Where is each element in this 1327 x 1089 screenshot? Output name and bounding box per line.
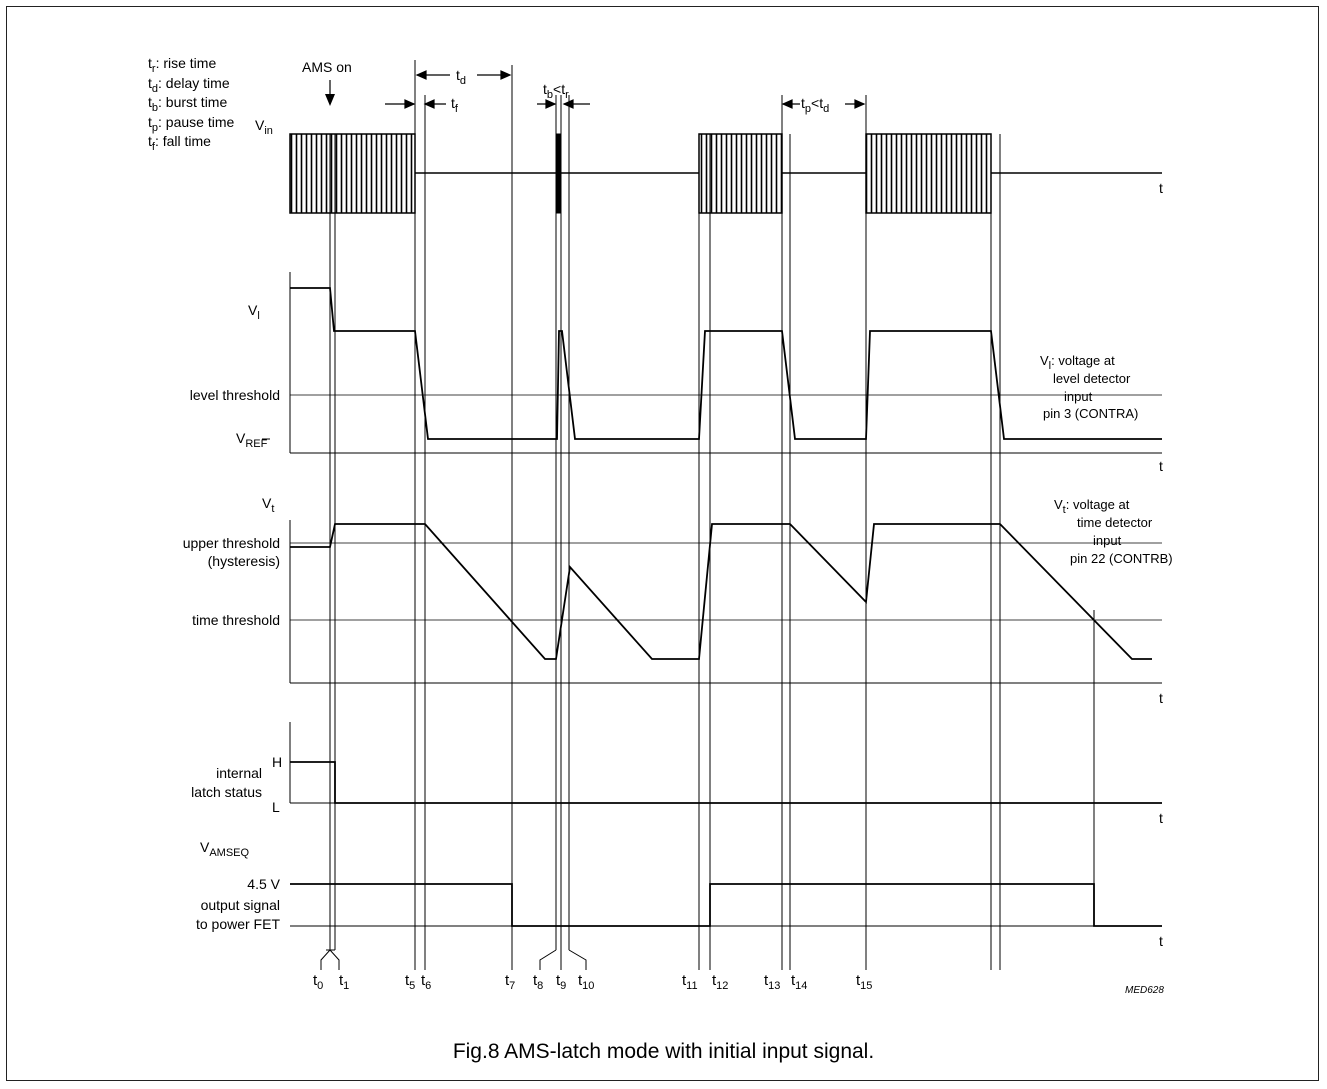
latch-label-1: internal xyxy=(216,765,262,781)
t6-label: t6 xyxy=(421,972,431,992)
amseq-label-2: to power FET xyxy=(196,916,280,932)
burst-3 xyxy=(698,133,783,214)
amseq-label-1: output signal xyxy=(201,897,280,913)
figure-code: MED628 xyxy=(1125,985,1164,996)
tf-label: tf xyxy=(451,95,459,115)
t5-label: t5 xyxy=(405,972,415,992)
tp-lt-td-label: tp<td xyxy=(801,95,829,115)
vt-trace: t Vt upper threshold (hysteresis) time t… xyxy=(183,495,1173,706)
amseq-label: VAMSEQ xyxy=(200,839,250,859)
vref-label: VREF xyxy=(236,430,268,450)
t9-label: t9 xyxy=(556,972,566,992)
t1-label: t1 xyxy=(339,972,349,992)
t10-label: t10 xyxy=(578,972,594,992)
vl-label: Vl xyxy=(248,302,260,322)
legend-burst: tb: burst time xyxy=(148,94,227,114)
latch-t-axis: t xyxy=(1159,810,1163,826)
t12-label: t12 xyxy=(712,972,728,992)
burst-1 xyxy=(289,133,416,214)
arrow-down-icon xyxy=(325,94,335,106)
t11-label: t11 xyxy=(682,972,698,992)
tb-lt-tr-label: tb<tr xyxy=(543,81,569,101)
ams-on-annotation: AMS on xyxy=(302,59,352,106)
t14-label: t14 xyxy=(791,972,807,992)
vt-note-4: pin 22 (CONTRB) xyxy=(1070,551,1173,566)
time-threshold-label: time threshold xyxy=(192,612,280,628)
latch-trace: t H L internal latch status xyxy=(191,722,1163,826)
vl-trace: t Vl level threshold VREF Vl: voltage at… xyxy=(190,272,1163,474)
time-labels: t0 t1 t5 t6 t7 t8 t9 t10 t11 t12 t13 t14… xyxy=(313,972,872,992)
upper-threshold-label: upper threshold xyxy=(183,535,280,551)
legend-rise: tr: rise time xyxy=(148,55,216,75)
amseq-t-axis: t xyxy=(1159,933,1163,949)
latch-l: L xyxy=(272,799,280,815)
vl-note-1: Vl: voltage at xyxy=(1040,353,1115,372)
figure-caption: Fig.8 AMS-latch mode with initial input … xyxy=(452,1040,875,1063)
vt-note-3: input xyxy=(1093,533,1122,548)
burst-2 xyxy=(555,133,562,214)
t8-label: t8 xyxy=(533,972,543,992)
tick-brackets xyxy=(320,949,587,970)
latch-label-2: latch status xyxy=(191,784,262,800)
vin-label: Vin xyxy=(255,117,273,137)
amseq-level: 4.5 V xyxy=(247,876,280,892)
vl-note-2: level detector xyxy=(1053,371,1131,386)
time-annotations xyxy=(385,70,866,109)
ams-on-label: AMS on xyxy=(302,59,352,75)
level-threshold-label: level threshold xyxy=(190,387,280,403)
vin-t-axis: t xyxy=(1159,180,1163,196)
legend: tr: rise time td: delay time tb: burst t… xyxy=(148,55,234,153)
vl-note-3: input xyxy=(1064,389,1093,404)
time-guide-lines xyxy=(329,60,1095,970)
t7-label: t7 xyxy=(505,972,515,992)
t13-label: t13 xyxy=(764,972,780,992)
td-label: td xyxy=(456,67,466,87)
hysteresis-label: (hysteresis) xyxy=(208,553,280,569)
legend-delay: td: delay time xyxy=(148,75,230,95)
burst-4 xyxy=(865,133,992,214)
vl-note-4: pin 3 (CONTRA) xyxy=(1043,406,1138,421)
vt-label: Vt xyxy=(262,495,274,515)
vin-trace: Vin t xyxy=(255,117,1163,214)
t0-label: t0 xyxy=(313,972,323,992)
latch-h: H xyxy=(272,754,282,770)
vt-note-2: time detector xyxy=(1077,515,1153,530)
vl-t-axis: t xyxy=(1159,458,1163,474)
figure-frame xyxy=(6,6,1319,1081)
legend-pause: tp: pause time xyxy=(148,114,234,134)
amseq-trace: VAMSEQ 4.5 V output signal to power FET … xyxy=(196,839,1163,949)
vt-note-1: Vt: voltage at xyxy=(1054,497,1130,516)
t15-label: t15 xyxy=(856,972,872,992)
vt-t-axis: t xyxy=(1159,690,1163,706)
legend-fall: tf: fall time xyxy=(148,133,211,153)
